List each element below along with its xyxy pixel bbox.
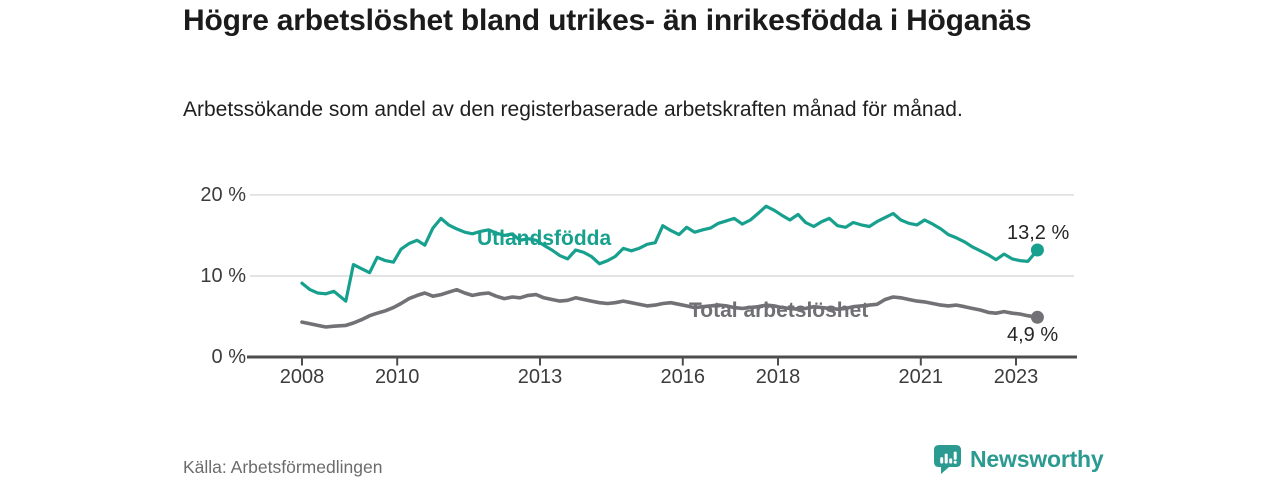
y-tick-label: 20 % [200, 183, 246, 206]
source-note: Källa: Arbetsförmedlingen [183, 457, 383, 477]
series-end-dot-0 [1030, 243, 1044, 257]
series-line-0 [300, 204, 1039, 303]
x-tick-label: 2010 [374, 366, 420, 388]
x-tick-label: 2016 [660, 366, 706, 388]
x-tick-label: 2008 [279, 366, 325, 388]
x-tick-label: 2023 [993, 366, 1039, 388]
page-title: Högre arbetslöshet bland utrikes- än inr… [183, 4, 1032, 37]
newsworthy-wordmark: Newsworthy [970, 446, 1104, 472]
x-tick-label: 2021 [898, 366, 944, 388]
y-tick-label: 10 % [200, 264, 246, 287]
series-label-utlandsfodda: Utlandsfödda [477, 227, 612, 250]
end-value-utlandsfodda: 13,2 % [1007, 222, 1070, 244]
x-tick-label: 2013 [517, 366, 563, 388]
x-tick-label: 2018 [755, 366, 801, 388]
chart-subtitle: Arbetssökande som andel av den registerb… [183, 98, 963, 121]
series-line-1 [300, 287, 1040, 329]
y-tick-label: 0 % [211, 346, 246, 368]
series-end-dot-1 [1030, 310, 1044, 324]
end-value-total-arbetsloshet: 4,9 % [1007, 324, 1059, 346]
series-label-total-arbetsloshet: Total arbetslöshet [689, 299, 869, 322]
newsworthy-logo-icon [934, 445, 961, 474]
newsworthy-logo: Newsworthy [933, 444, 1104, 475]
